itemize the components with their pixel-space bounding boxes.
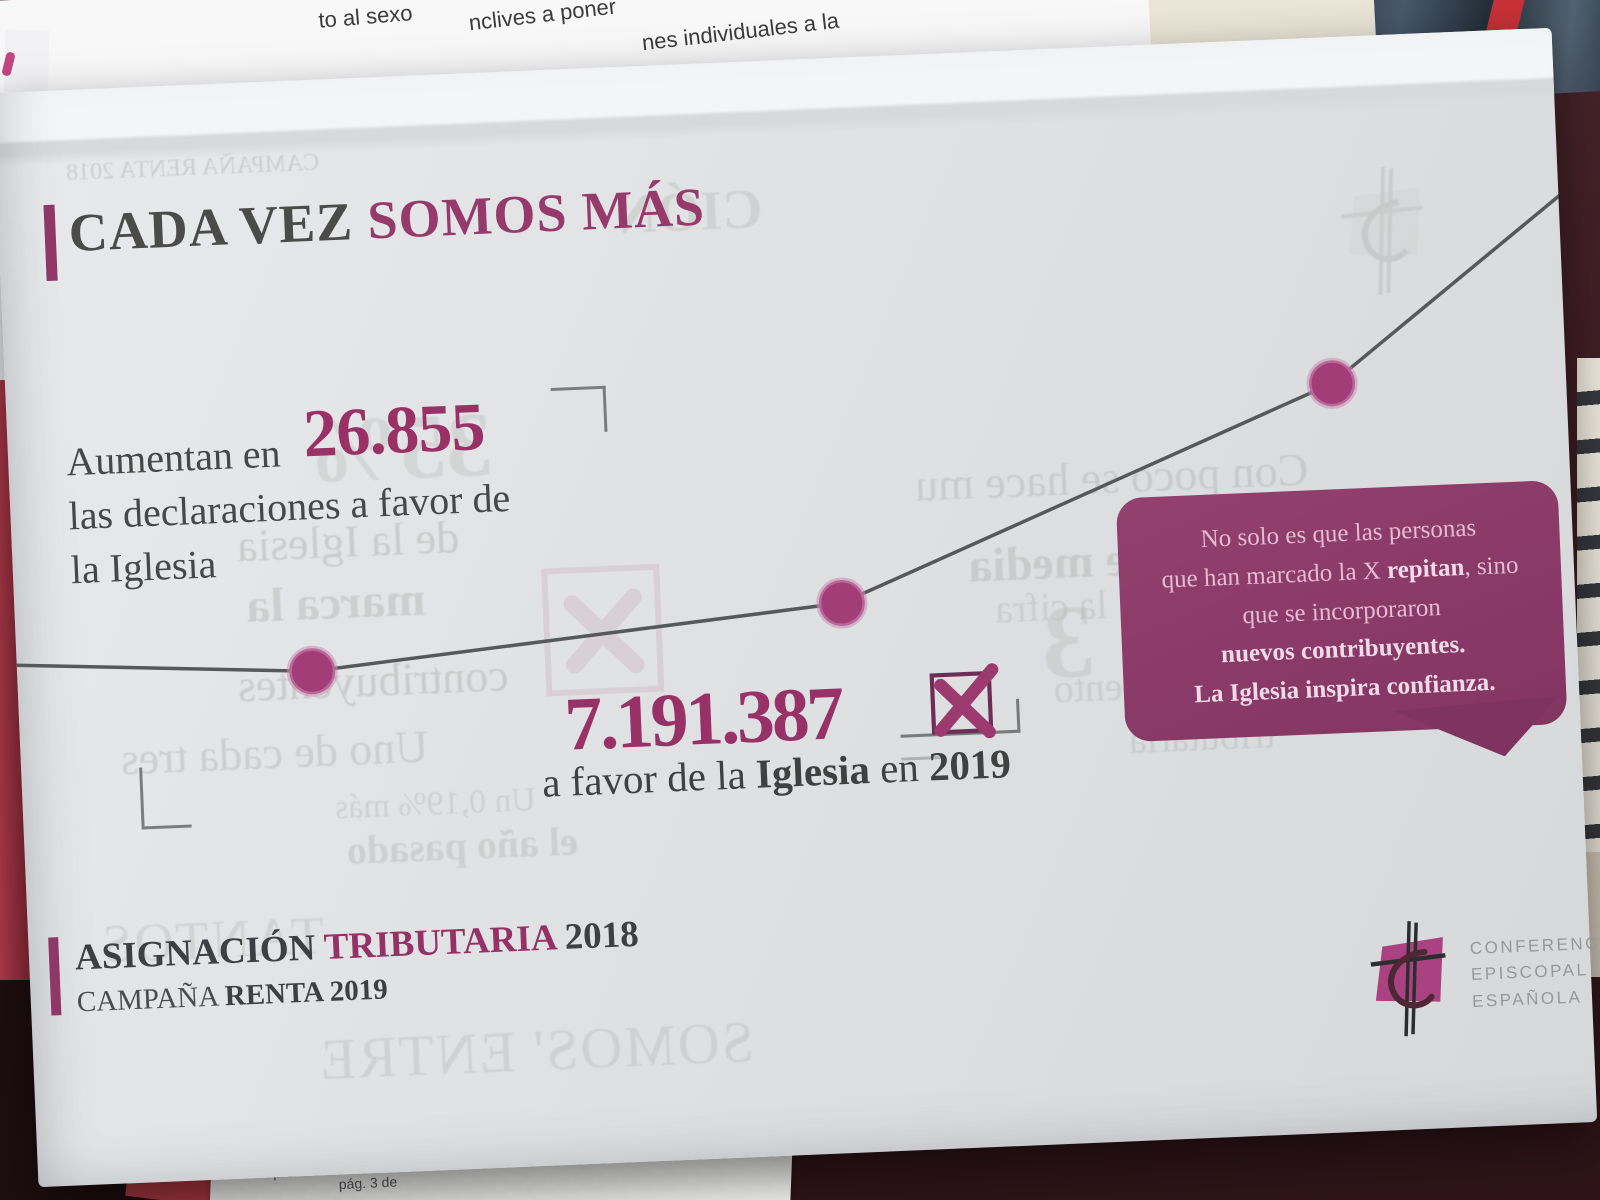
bubble-bold: La Iglesia inspira confianza. bbox=[1193, 668, 1497, 709]
paper-fragment: to al sexo bbox=[317, 0, 414, 33]
ghost-logo bbox=[1340, 166, 1424, 296]
bubble-line: , sino bbox=[1463, 551, 1519, 581]
radiator-slats bbox=[1577, 358, 1600, 866]
bubble-line: que se incorporaron bbox=[1241, 593, 1442, 629]
stat-line3: la Iglesia bbox=[69, 541, 218, 593]
subtitle-bold: RENTA 2019 bbox=[224, 973, 389, 1013]
bubble-line: No solo es que las personas bbox=[1200, 514, 1477, 553]
flyer-paper: CAMPAÑA RENTA 2018 CIÓN 35% de la Iglesi… bbox=[0, 27, 1600, 1188]
caption-d: 2019 bbox=[927, 740, 1012, 790]
bubble-line: que han marcado la X bbox=[1161, 556, 1388, 594]
caption-c: en bbox=[868, 743, 930, 792]
chart-marker bbox=[1306, 357, 1358, 409]
cee-logo: CONFERENCIA EPISCOPAL ESPAÑOLA bbox=[1358, 904, 1600, 1049]
stat-number: 26.855 bbox=[301, 387, 486, 472]
chart-marker bbox=[286, 645, 338, 697]
ballot-x-icon bbox=[929, 663, 999, 739]
subtitle-light: CAMPAÑA bbox=[76, 980, 226, 1019]
chart-marker bbox=[816, 577, 868, 629]
speech-bubble: No solo es que las personas que han marc… bbox=[1115, 479, 1568, 742]
title-highlight: SOMOS MÁS bbox=[366, 176, 707, 251]
paper-fragment: nes individuales a la bbox=[640, 7, 841, 56]
bubble-bold: repitan bbox=[1386, 553, 1465, 584]
caption-b: Iglesia bbox=[754, 746, 871, 797]
paper-fragment: nclives a poner bbox=[467, 0, 618, 36]
stat-lead: Aumentan en bbox=[65, 430, 282, 485]
cee-logo-text: CONFERENCIA EPISCOPAL ESPAÑOLA bbox=[1469, 930, 1600, 1015]
title-dark: CADA VEZ bbox=[67, 190, 369, 264]
page-number-fragment: pág. 3 de bbox=[338, 1173, 398, 1193]
footer-dark: 2018 bbox=[554, 913, 640, 959]
bubble-bold: nuevos contribuyentes. bbox=[1220, 631, 1466, 669]
logo-line: ESPAÑOLA bbox=[1471, 987, 1583, 1011]
growth-line-chart bbox=[6, 183, 1574, 697]
cee-logo-mark bbox=[1370, 921, 1446, 1037]
footer-highlight: TRIBUTARIA bbox=[323, 917, 557, 969]
caption-a: a favor de la bbox=[541, 750, 757, 806]
